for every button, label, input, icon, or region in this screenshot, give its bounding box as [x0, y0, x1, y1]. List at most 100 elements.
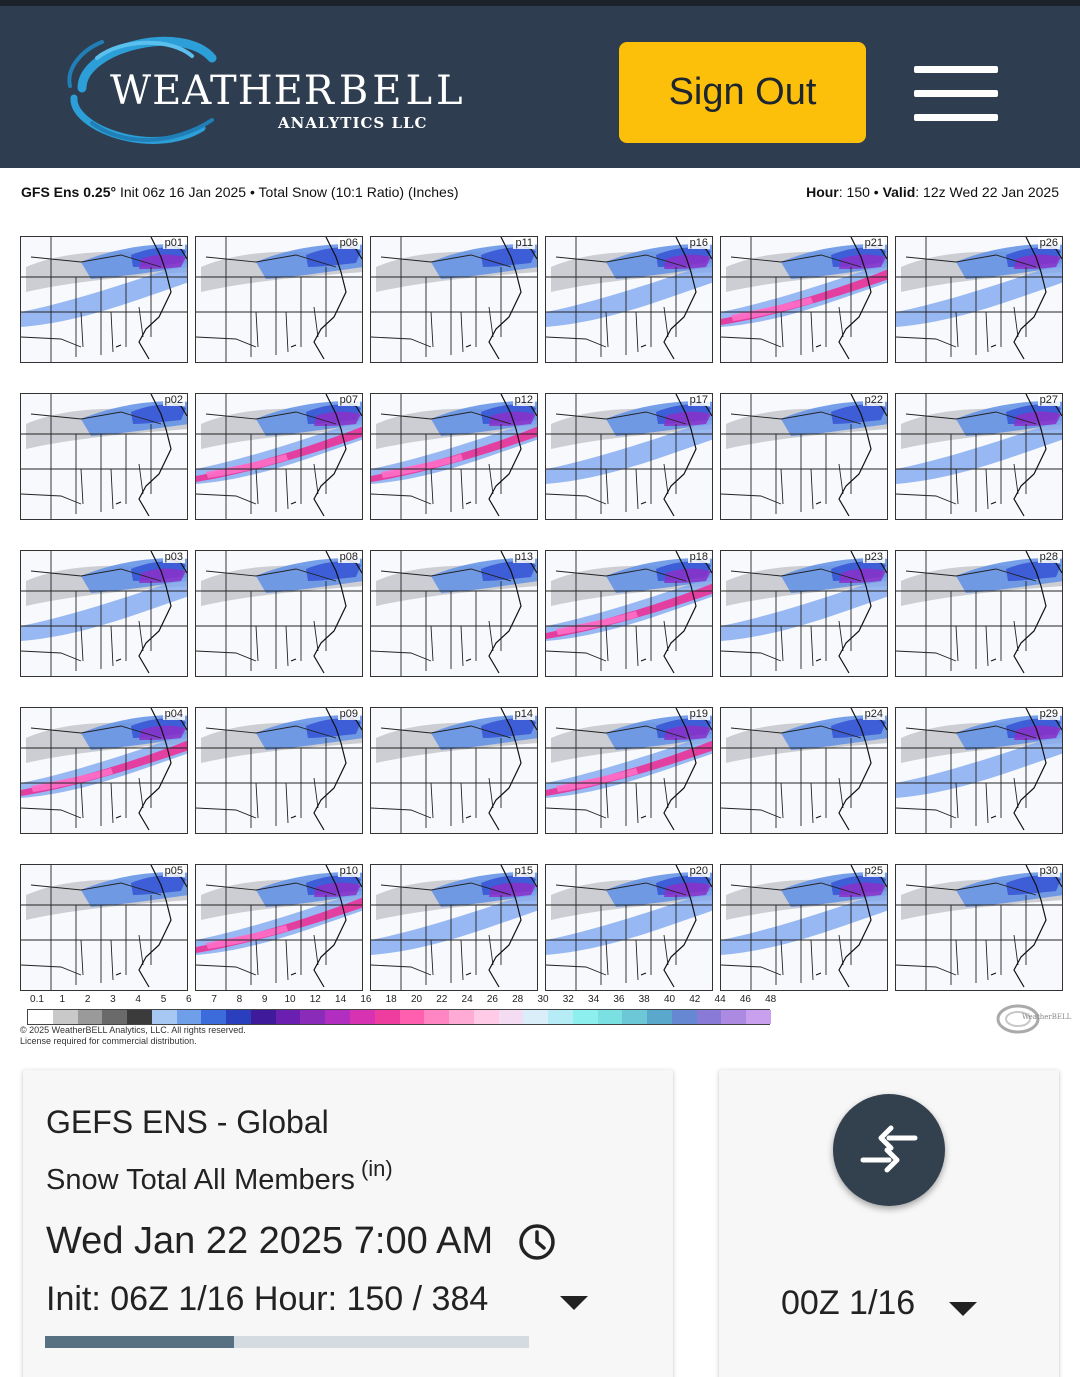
- panel-label: p13: [512, 551, 535, 563]
- progress-fill: [45, 1336, 235, 1348]
- panel-label: p21: [862, 237, 885, 249]
- member-panel-p12: p12: [370, 393, 538, 520]
- panel-label: p08: [337, 551, 360, 563]
- member-panel-p26: p26: [895, 236, 1063, 363]
- member-panel-p14: p14: [370, 707, 538, 834]
- member-panel-p17: p17: [545, 393, 713, 520]
- scale-tick: 28: [512, 994, 524, 1005]
- scale-tick: 3: [110, 994, 116, 1005]
- panel-label: p06: [337, 237, 360, 249]
- forecast-hour-progress[interactable]: [45, 1336, 529, 1348]
- scale-tick: 26: [486, 994, 498, 1005]
- weatherbell-logo[interactable]: WEATHER BELL ANALYTICS LLC: [62, 28, 463, 156]
- panel-label: p29: [1037, 708, 1060, 720]
- clock-icon[interactable]: [517, 1222, 557, 1262]
- scale-tick: 4: [135, 994, 141, 1005]
- scale-segment: [28, 1010, 54, 1024]
- scale-segment: [399, 1010, 425, 1024]
- scale-segment: [275, 1010, 301, 1024]
- map-degree: °: [110, 184, 117, 200]
- swirl-icon: [67, 36, 217, 144]
- scale-segment: [622, 1010, 648, 1024]
- scale-tick: 2: [84, 994, 91, 1005]
- panel-label: p18: [687, 551, 710, 563]
- scale-tick: 16: [360, 994, 372, 1005]
- member-panel-p07: p07: [195, 393, 363, 520]
- scale-tick: 1: [59, 994, 66, 1005]
- member-panel-p25: p25: [720, 864, 888, 991]
- scale-tick: 34: [588, 994, 600, 1005]
- model-name: GEFS ENS - Global: [46, 1104, 329, 1140]
- top-edge: [0, 0, 1080, 6]
- member-panel-p22: p22: [720, 393, 888, 520]
- scale-tick: 30: [537, 994, 549, 1005]
- map-copyright: © 2025 WeatherBELL Analytics, LLC. All r…: [20, 1025, 246, 1047]
- member-panel-p15: p15: [370, 864, 538, 991]
- scale-tick: 48: [765, 994, 777, 1005]
- map-model: GFS Ens 0.25: [21, 184, 111, 200]
- scale-segment: [127, 1010, 153, 1024]
- model-info-card: GEFS ENS - Global Snow Total All Members…: [23, 1070, 673, 1377]
- member-panel-p23: p23: [720, 550, 888, 677]
- member-panel-p09: p09: [195, 707, 363, 834]
- scale-segment: [572, 1010, 599, 1024]
- scale-tick: 10: [284, 994, 296, 1005]
- scale-segment: [746, 1010, 772, 1024]
- scale-segment: [647, 1010, 673, 1024]
- panel-label: p12: [512, 394, 535, 406]
- compare-run-selector[interactable]: 00Z 1/16: [781, 1284, 916, 1322]
- panel-label: p05: [162, 865, 185, 877]
- scale-tick: 18: [385, 994, 397, 1005]
- panel-label: p23: [862, 551, 885, 563]
- color-scale-bar: [27, 1009, 772, 1025]
- scale-segment: [374, 1010, 400, 1024]
- scale-segment: [176, 1010, 202, 1024]
- color-scale-ticks: 0.1 1 2 3 4 5 6 7 8 9 10 12 14 16 18 20 22 24 26 28 30 32 34 36…: [0, 994, 780, 1008]
- init-hour-selector[interactable]: Init: 06Z 1/16 Hour: 150 / 384: [46, 1280, 489, 1318]
- member-panel-p10: p10: [195, 864, 363, 991]
- hamburger-icon[interactable]: [914, 66, 998, 122]
- member-panel-p29: p29: [895, 707, 1063, 834]
- swap-arrows-button[interactable]: [833, 1094, 945, 1206]
- product-unit: (in): [360, 1156, 393, 1181]
- watermark-text: WeatherBELL: [1022, 1013, 1072, 1021]
- scale-segment: [424, 1010, 450, 1024]
- map-sep: •: [249, 184, 255, 200]
- panel-label: p10: [337, 865, 360, 877]
- scale-tick: 22: [436, 994, 448, 1005]
- copyright-line-2: License required for commercial distribu…: [20, 1036, 197, 1046]
- scale-segment: [721, 1010, 747, 1024]
- scale-segment: [597, 1010, 623, 1024]
- logo-wordmark: WEATHER BELL: [110, 68, 467, 114]
- copyright-line-1: © 2025 WeatherBELL Analytics, LLC. All r…: [20, 1025, 246, 1035]
- compare-card: 00Z 1/16: [719, 1070, 1059, 1377]
- panel-label: p02: [162, 394, 185, 406]
- member-panel-p13: p13: [370, 550, 538, 677]
- member-panel-p11: p11: [370, 236, 538, 363]
- scale-tick: 12: [309, 994, 321, 1005]
- scale-tick: 44: [714, 994, 726, 1005]
- scale-tick: 0.1: [30, 994, 44, 1005]
- panel-label: p22: [862, 394, 885, 406]
- scale-tick: 40: [663, 994, 676, 1005]
- scale-segment: [201, 1010, 227, 1024]
- panel-label: p14: [512, 708, 535, 720]
- app-header: WEATHER BELL ANALYTICS LLC Sign Out: [0, 6, 1080, 168]
- chevron-down-icon[interactable]: [949, 1302, 977, 1318]
- scale-segment: [696, 1010, 722, 1024]
- scale-tick: 32: [562, 994, 574, 1005]
- chevron-down-icon[interactable]: [560, 1296, 588, 1312]
- map-sep-2: •: [873, 184, 879, 200]
- panel-label: p26: [1037, 237, 1060, 249]
- scale-segment: [349, 1010, 376, 1024]
- valid-datetime: Wed Jan 22 2025 7:00 AM: [46, 1220, 494, 1262]
- panel-label: p19: [687, 708, 710, 720]
- member-panel-p30: p30: [895, 864, 1063, 991]
- panel-label: p28: [1037, 551, 1060, 563]
- sign-out-button[interactable]: Sign Out: [619, 42, 866, 143]
- member-panel-p08: p08: [195, 550, 363, 677]
- panel-label: p16: [687, 237, 710, 249]
- panel-label: p11: [513, 237, 535, 249]
- scale-tick: 46: [739, 994, 751, 1005]
- map-init: Init 06z 16 Jan 2025: [119, 184, 247, 200]
